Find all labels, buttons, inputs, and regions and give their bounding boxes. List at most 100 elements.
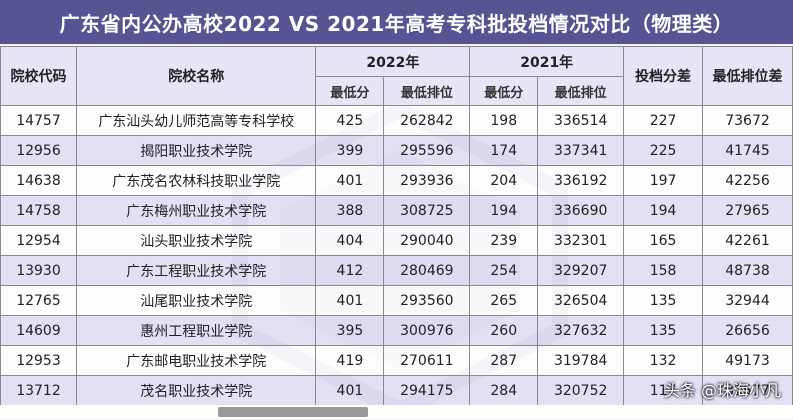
cell-rank-diff: 41745 — [702, 135, 793, 166]
cell-name: 茂名职业技术学院 — [75, 375, 317, 406]
cell-code: 12765 — [0, 285, 77, 316]
cell-rank-diff: 42256 — [702, 165, 793, 196]
admission-comparison-table: 院校代码 院校名称 2022年 2021年 投档分差 最低排位差 最低分 最低排… — [0, 46, 793, 406]
cell-score-2021: 260 — [469, 315, 539, 346]
cell-rank-2022: 262842 — [383, 105, 471, 136]
header-min-score-2022: 最低分 — [315, 76, 385, 106]
cell-code: 13712 — [0, 375, 77, 406]
cell-rank-2021: 329207 — [537, 255, 625, 286]
cell-score-diff: 165 — [623, 225, 704, 256]
cell-rank-2022: 294175 — [383, 375, 471, 406]
cell-rank-2022: 290040 — [383, 225, 471, 256]
cell-score-2022: 401 — [315, 285, 385, 316]
cell-score-diff: 135 — [623, 315, 704, 346]
cell-rank-2022: 293560 — [383, 285, 471, 316]
cell-score-2021: 174 — [469, 135, 539, 166]
cell-score-diff: 135 — [623, 285, 704, 316]
cell-rank-diff: 27965 — [702, 195, 793, 226]
cell-rank-2022: 308725 — [383, 195, 471, 226]
table-row: 14758 广东梅州职业技术学院 388 308725 194 336690 1… — [0, 195, 793, 226]
cell-score-2021: 254 — [469, 255, 539, 286]
header-code: 院校代码 — [0, 46, 77, 106]
cell-rank-diff: 26656 — [702, 315, 793, 346]
cell-rank-2021: 326504 — [537, 285, 625, 316]
header-rank-diff: 最低排位差 — [702, 46, 793, 106]
table-row: 13712 茂名职业技术学院 401 294175 284 320752 117… — [0, 375, 793, 406]
page-title: 广东省内公办高校2022 VS 2021年高考专科批投档情况对比（物理类） — [0, 0, 793, 44]
cell-score-diff: 194 — [623, 195, 704, 226]
cell-rank-diff: 32577 — [702, 375, 793, 406]
table-row: 14757 广东汕头幼儿师范高等专科学校 425 262842 198 3365… — [0, 105, 793, 136]
cell-score-diff: 158 — [623, 255, 704, 286]
cell-score-2022: 412 — [315, 255, 385, 286]
table-row: 13930 广东工程职业技术学院 412 280469 254 329207 1… — [0, 255, 793, 286]
cell-score-diff: 225 — [623, 135, 704, 166]
cell-score-2022: 399 — [315, 135, 385, 166]
cell-rank-2021: 327632 — [537, 315, 625, 346]
cell-name: 广东工程职业技术学院 — [75, 255, 317, 286]
cell-score-2022: 401 — [315, 375, 385, 406]
cell-rank-2021: 336192 — [537, 165, 625, 196]
cell-score-2022: 395 — [315, 315, 385, 346]
cell-code: 12956 — [0, 135, 77, 166]
cell-rank-2021: 320752 — [537, 375, 625, 406]
cell-score-2021: 287 — [469, 345, 539, 376]
header-year-2022: 2022年 — [315, 46, 471, 77]
cell-rank-2022: 300976 — [383, 315, 471, 346]
cell-name: 汕头职业技术学院 — [75, 225, 317, 256]
cell-rank-2022: 280469 — [383, 255, 471, 286]
cell-score-2021: 194 — [469, 195, 539, 226]
cell-rank-2022: 270611 — [383, 345, 471, 376]
cell-code: 14609 — [0, 315, 77, 346]
header-name: 院校名称 — [75, 46, 317, 106]
cell-score-2022: 419 — [315, 345, 385, 376]
cell-name: 汕尾职业技术学院 — [75, 285, 317, 316]
header-min-rank-2021: 最低排位 — [537, 76, 625, 106]
cell-score-2022: 388 — [315, 195, 385, 226]
cell-name: 广东梅州职业技术学院 — [75, 195, 317, 226]
cell-rank-2021: 337341 — [537, 135, 625, 166]
cell-rank-2021: 332301 — [537, 225, 625, 256]
cropped-text-bar — [218, 407, 368, 417]
cell-name: 广东汕头幼儿师范高等专科学校 — [75, 105, 317, 136]
cell-rank-diff: 32944 — [702, 285, 793, 316]
header-score-diff: 投档分差 — [623, 46, 704, 106]
cell-code: 14758 — [0, 195, 77, 226]
cell-score-2021: 239 — [469, 225, 539, 256]
cell-name: 广东邮电职业技术学院 — [75, 345, 317, 376]
cell-code: 13930 — [0, 255, 77, 286]
cell-rank-diff: 42261 — [702, 225, 793, 256]
table-row: 12956 揭阳职业技术学院 399 295596 174 337341 225… — [0, 135, 793, 166]
cell-rank-diff: 48738 — [702, 255, 793, 286]
cell-score-diff: 197 — [623, 165, 704, 196]
cell-rank-2022: 293936 — [383, 165, 471, 196]
cell-score-2022: 425 — [315, 105, 385, 136]
cell-rank-2022: 295596 — [383, 135, 471, 166]
cell-code: 12953 — [0, 345, 77, 376]
header-year-2021: 2021年 — [469, 46, 625, 77]
source-credit: 头条 @珠海小凡 — [663, 381, 781, 400]
cell-rank-2021: 336690 — [537, 195, 625, 226]
cell-code: 14757 — [0, 105, 77, 136]
cell-score-2022: 404 — [315, 225, 385, 256]
header-min-rank-2022: 最低排位 — [383, 76, 471, 106]
cell-rank-diff: 73672 — [702, 105, 793, 136]
table-row: 12765 汕尾职业技术学院 401 293560 265 326504 135… — [0, 285, 793, 316]
cell-code: 12954 — [0, 225, 77, 256]
bottom-strip — [0, 405, 793, 419]
table-row: 12953 广东邮电职业技术学院 419 270611 287 319784 1… — [0, 345, 793, 376]
cell-score-2021: 284 — [469, 375, 539, 406]
cell-name: 揭阳职业技术学院 — [75, 135, 317, 166]
cell-name: 广东茂名农林科技职业学院 — [75, 165, 317, 196]
cell-score-2021: 204 — [469, 165, 539, 196]
cell-rank-2021: 319784 — [537, 345, 625, 376]
cell-name: 惠州工程职业学院 — [75, 315, 317, 346]
cell-score-2022: 401 — [315, 165, 385, 196]
table-row: 14638 广东茂名农林科技职业学院 401 293936 204 336192… — [0, 165, 793, 196]
cell-score-diff: 132 — [623, 345, 704, 376]
cell-code: 14638 — [0, 165, 77, 196]
cell-score-2021: 265 — [469, 285, 539, 316]
cell-rank-diff: 49173 — [702, 345, 793, 376]
cell-score-diff: 227 — [623, 105, 704, 136]
table-row: 12954 汕头职业技术学院 404 290040 239 332301 165… — [0, 225, 793, 256]
